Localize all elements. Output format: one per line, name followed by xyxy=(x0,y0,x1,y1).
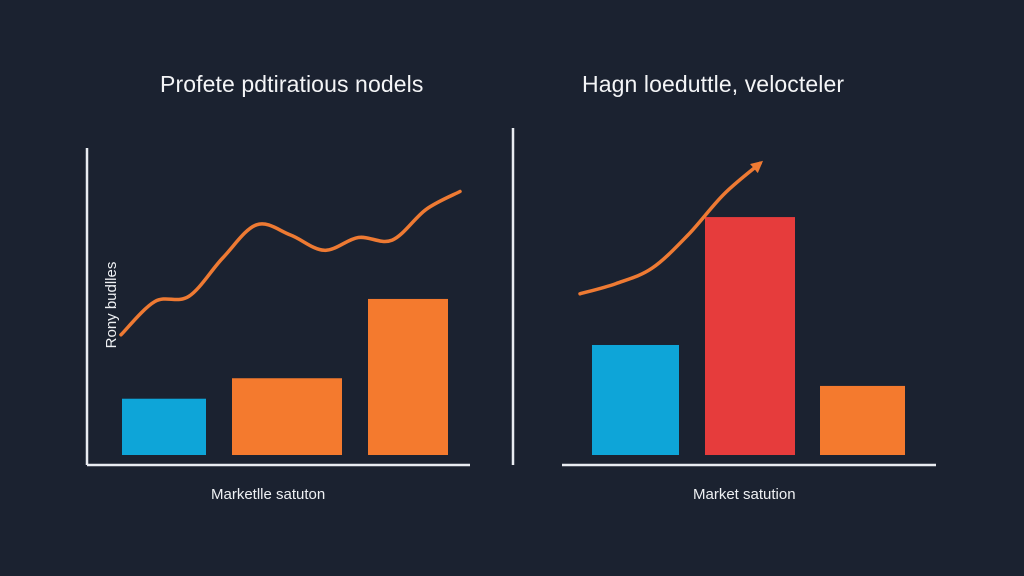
right-chart-trend-line xyxy=(578,160,764,296)
left-chart-bar-3 xyxy=(368,298,448,455)
left-chart-trend-line xyxy=(119,189,462,337)
right-chart-bar-3 xyxy=(820,385,905,455)
right-chart-bars xyxy=(592,217,905,455)
left-chart-bar-1 xyxy=(122,398,206,455)
right-chart-x-axis-label: Market satution xyxy=(693,486,796,503)
left-chart-bar-2 xyxy=(232,378,342,455)
left-chart-x-axis-label: Marketlle satuton xyxy=(211,486,326,503)
right-chart-bar-1 xyxy=(592,344,679,455)
left-chart-bars xyxy=(122,298,448,455)
left-chart-title: Profete pdtiratious nodels xyxy=(160,71,424,97)
right-chart-title: Hagn loeduttle, velocteler xyxy=(582,71,845,97)
right-chart-bar-2 xyxy=(705,217,795,455)
